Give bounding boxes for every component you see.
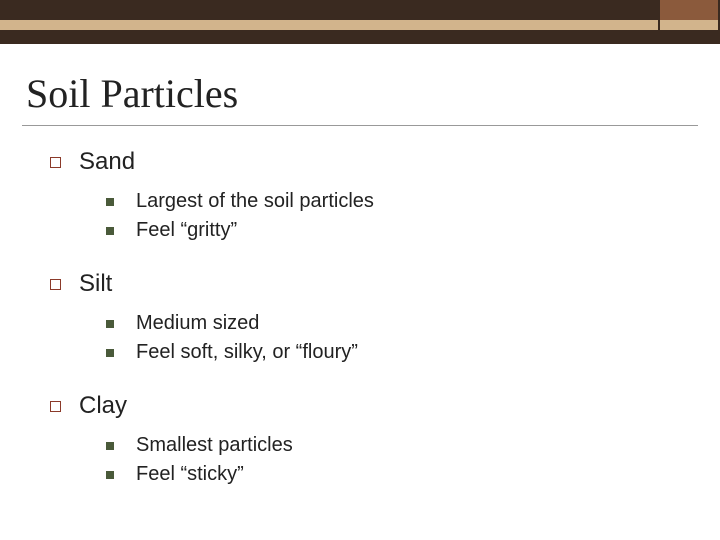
sub-list-item-label: Medium sized <box>136 312 259 335</box>
sub-list-item: Largest of the soil particles <box>106 190 720 213</box>
sub-list-item-label: Feel “sticky” <box>136 463 244 486</box>
sub-list-item-label: Feel “gritty” <box>136 219 237 242</box>
header-accent-box <box>660 0 720 20</box>
solid-square-bullet-icon <box>106 227 114 235</box>
header-strip-cream <box>0 20 720 30</box>
solid-square-bullet-icon <box>106 442 114 450</box>
sub-list-item-label: Largest of the soil particles <box>136 190 374 213</box>
header-strip-dark-bottom <box>0 30 720 44</box>
sub-list-item-label: Smallest particles <box>136 434 293 457</box>
solid-square-bullet-icon <box>106 349 114 357</box>
sub-list-item-label: Feel soft, silky, or “floury” <box>136 341 358 364</box>
sub-list: Largest of the soil particles Feel “grit… <box>50 182 720 266</box>
solid-square-bullet-icon <box>106 320 114 328</box>
sub-list: Smallest particles Feel “sticky” <box>50 426 720 510</box>
slide-title: Soil Particles <box>0 44 720 123</box>
solid-square-bullet-icon <box>106 471 114 479</box>
sub-list-item: Medium sized <box>106 312 720 335</box>
list-item-label: Silt <box>79 270 112 298</box>
header-divider <box>658 0 660 44</box>
sub-list-item: Feel soft, silky, or “floury” <box>106 341 720 364</box>
list-item-label: Clay <box>79 392 127 420</box>
open-square-bullet-icon <box>50 157 61 168</box>
list-item-label: Sand <box>79 148 135 176</box>
sub-list-item: Feel “gritty” <box>106 219 720 242</box>
sub-list-item: Smallest particles <box>106 434 720 457</box>
sub-list: Medium sized Feel soft, silky, or “flour… <box>50 304 720 388</box>
list-item: Clay <box>50 392 720 420</box>
solid-square-bullet-icon <box>106 198 114 206</box>
list-item: Silt <box>50 270 720 298</box>
open-square-bullet-icon <box>50 279 61 290</box>
list-item: Sand <box>50 148 720 176</box>
content-area: Sand Largest of the soil particles Feel … <box>0 126 720 510</box>
header-bar <box>0 0 720 44</box>
sub-list-item: Feel “sticky” <box>106 463 720 486</box>
open-square-bullet-icon <box>50 401 61 412</box>
header-strip-dark-top <box>0 0 720 20</box>
